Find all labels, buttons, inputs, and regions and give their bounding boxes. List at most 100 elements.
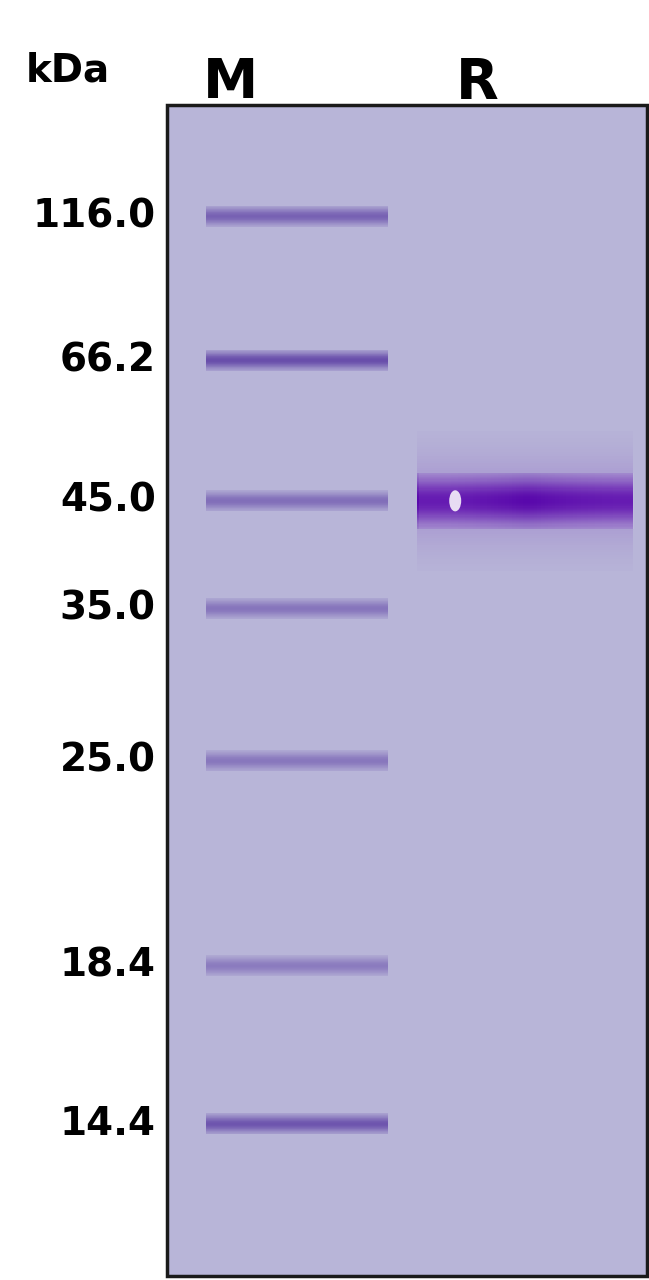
Bar [417, 483, 633, 484]
Bar [552, 472, 556, 529]
Bar [480, 472, 484, 529]
Bar [419, 472, 422, 529]
Bar [631, 472, 635, 529]
Bar [570, 472, 573, 529]
Bar [595, 472, 598, 529]
Bar [458, 472, 462, 529]
Bar [545, 472, 548, 529]
Bar [566, 472, 570, 529]
Bar [417, 438, 633, 440]
Bar [417, 440, 633, 443]
Bar [417, 522, 633, 525]
Bar [417, 492, 633, 494]
Bar [573, 472, 577, 529]
Bar [609, 472, 613, 529]
Bar [617, 472, 620, 529]
Bar [451, 472, 454, 529]
Bar [417, 447, 633, 449]
Bar [444, 472, 447, 529]
Bar [417, 540, 633, 543]
Bar [417, 536, 633, 539]
Bar [598, 472, 602, 529]
Bar [417, 430, 633, 433]
Bar [624, 472, 628, 529]
Bar [620, 472, 624, 529]
Bar [494, 472, 498, 529]
Bar [417, 550, 633, 553]
Bar [417, 433, 633, 435]
Bar [548, 472, 552, 529]
Bar [417, 498, 633, 500]
Text: R: R [456, 56, 498, 110]
Bar [417, 511, 633, 512]
Bar [417, 456, 633, 458]
Bar [462, 472, 465, 529]
Bar [417, 545, 633, 548]
Text: M: M [202, 56, 258, 110]
Bar [417, 463, 633, 466]
Bar [487, 472, 491, 529]
Bar [591, 472, 595, 529]
Bar [417, 475, 633, 477]
Bar [516, 472, 519, 529]
Bar [417, 531, 633, 534]
Bar [417, 466, 633, 468]
Bar [417, 515, 633, 517]
Bar [417, 564, 633, 567]
Bar [417, 435, 633, 438]
Bar [417, 553, 633, 554]
Bar [417, 472, 633, 475]
Bar [417, 554, 633, 557]
Bar [628, 472, 631, 529]
Text: kDa: kDa [26, 51, 110, 90]
Bar [509, 472, 512, 529]
Bar [417, 567, 633, 568]
Bar [526, 472, 530, 529]
Bar [417, 497, 633, 498]
Bar [530, 472, 533, 529]
Bar [602, 472, 606, 529]
Bar [417, 559, 633, 562]
Bar [417, 494, 633, 497]
Bar [537, 472, 541, 529]
Bar [417, 568, 633, 571]
Ellipse shape [449, 490, 461, 512]
Bar [417, 506, 633, 508]
Bar [484, 472, 487, 529]
Bar [417, 470, 633, 472]
Bar [417, 484, 633, 486]
Bar [417, 454, 633, 456]
Bar [556, 472, 559, 529]
Bar [417, 529, 633, 531]
Bar [417, 525, 633, 526]
Bar [417, 543, 633, 545]
Bar [502, 472, 505, 529]
Bar [433, 472, 437, 529]
Bar [559, 472, 563, 529]
Bar [417, 452, 633, 454]
Bar [422, 472, 426, 529]
Bar [580, 472, 584, 529]
Bar [613, 472, 617, 529]
Bar [476, 472, 480, 529]
Bar [498, 472, 502, 529]
Bar [541, 472, 545, 529]
Bar [430, 472, 433, 529]
Bar [437, 472, 440, 529]
Bar [417, 449, 633, 452]
Bar [417, 468, 633, 470]
Bar [417, 480, 633, 483]
Bar [417, 520, 633, 522]
Bar [417, 489, 633, 492]
Bar [417, 557, 633, 559]
Bar [505, 472, 509, 529]
Bar [417, 458, 633, 461]
Text: 45.0: 45.0 [60, 481, 156, 520]
Bar [426, 472, 430, 529]
Bar [519, 472, 523, 529]
Bar [417, 443, 633, 444]
Bar [417, 477, 633, 480]
Bar [417, 512, 633, 515]
Bar [417, 562, 633, 564]
Bar [417, 461, 633, 463]
